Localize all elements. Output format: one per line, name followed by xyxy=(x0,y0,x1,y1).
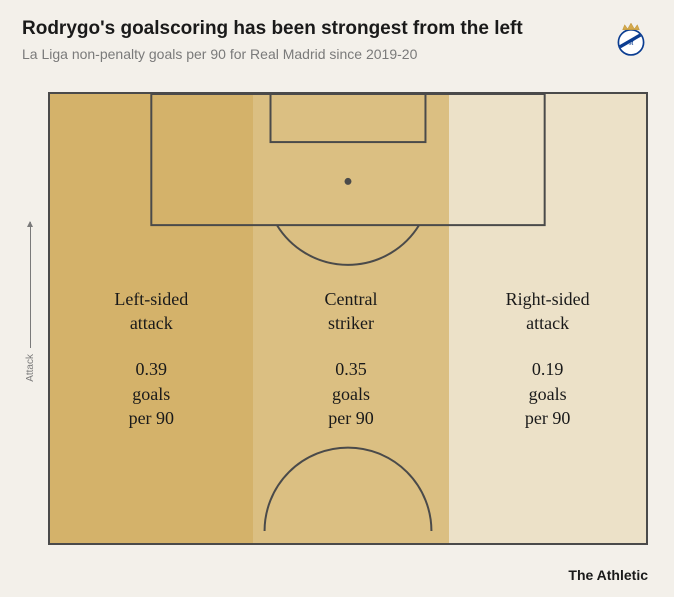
attack-direction-arrow-icon: Attack xyxy=(20,222,40,382)
zone-left-label: Left-sided attack xyxy=(114,287,188,336)
pitch: Left-sided attack 0.39 goals per 90 Cent… xyxy=(48,92,648,545)
zone-left: Left-sided attack 0.39 goals per 90 xyxy=(50,94,253,543)
zone-center: Central striker 0.35 goals per 90 xyxy=(253,94,450,543)
source-credit: The Athletic xyxy=(568,567,648,583)
pitch-area: Attack Left-sided attack 0.39 goals per … xyxy=(48,92,648,545)
zone-right-stat: 0.19 goals per 90 xyxy=(525,357,570,430)
zone-center-label: Central striker xyxy=(324,287,377,336)
figure-canvas: Rodrygo's goalscoring has been strongest… xyxy=(0,0,674,597)
header: Rodrygo's goalscoring has been strongest… xyxy=(22,18,652,63)
zone-center-stat: 0.35 goals per 90 xyxy=(328,357,373,430)
zone-right-label: Right-sided attack xyxy=(506,287,590,336)
chart-title: Rodrygo's goalscoring has been strongest… xyxy=(22,18,592,41)
zone-left-stat: 0.39 goals per 90 xyxy=(129,357,174,430)
svg-text:M: M xyxy=(628,41,634,47)
attack-direction-label: Attack xyxy=(25,354,36,382)
zone-right: Right-sided attack 0.19 goals per 90 xyxy=(449,94,646,543)
real-madrid-logo-icon: M xyxy=(610,18,652,60)
chart-subtitle: La Liga non-penalty goals per 90 for Rea… xyxy=(22,45,592,63)
